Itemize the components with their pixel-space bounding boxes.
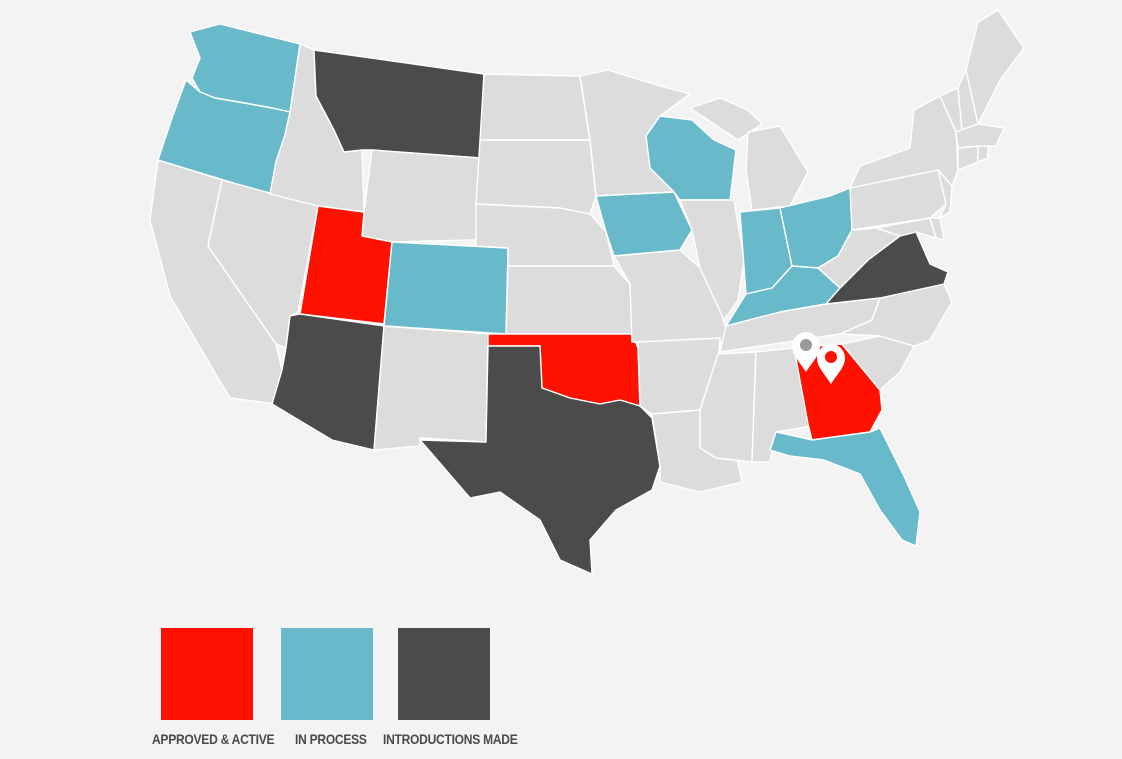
state-iowa xyxy=(595,191,693,257)
state-arizona xyxy=(271,313,385,451)
us-states-map xyxy=(149,9,1025,575)
legend-label-approved-active: APPROVED & ACTIVE xyxy=(152,731,275,747)
state-north-carolina xyxy=(839,283,953,347)
state-kansas xyxy=(505,265,633,335)
state-florida xyxy=(769,427,921,547)
map-legend: APPROVED & ACTIVE IN PROCESS INTRODUCTIO… xyxy=(0,628,1122,759)
legend-swatch-introductions-made xyxy=(398,628,490,720)
state-delaware xyxy=(929,217,945,241)
state-north-dakota xyxy=(479,73,591,141)
legend-label-introductions-made: INTRODUCTIONS MADE xyxy=(383,731,518,747)
state-new-jersey xyxy=(937,169,953,219)
state-montana xyxy=(313,49,485,159)
state-massachusetts xyxy=(955,123,1005,149)
state-colorado xyxy=(383,241,509,335)
legend-label-in-process: IN PROCESS xyxy=(295,731,367,747)
state-texas xyxy=(419,345,661,575)
state-wyoming xyxy=(361,149,481,243)
location-pin-icon xyxy=(817,344,845,384)
state-maryland xyxy=(875,217,937,239)
state-maine xyxy=(965,9,1025,125)
state-rhode-island xyxy=(977,145,989,163)
state-south-carolina xyxy=(841,335,915,391)
state-south-dakota xyxy=(475,139,597,215)
location-pin-icon xyxy=(792,332,820,372)
state-connecticut xyxy=(957,145,979,171)
legend-swatch-approved-active xyxy=(161,628,253,720)
state-new-york xyxy=(849,95,959,189)
state-missouri xyxy=(613,249,731,343)
state-illinois xyxy=(679,199,745,321)
legend-swatch-in-process xyxy=(281,628,373,720)
state-new-mexico xyxy=(373,325,489,451)
